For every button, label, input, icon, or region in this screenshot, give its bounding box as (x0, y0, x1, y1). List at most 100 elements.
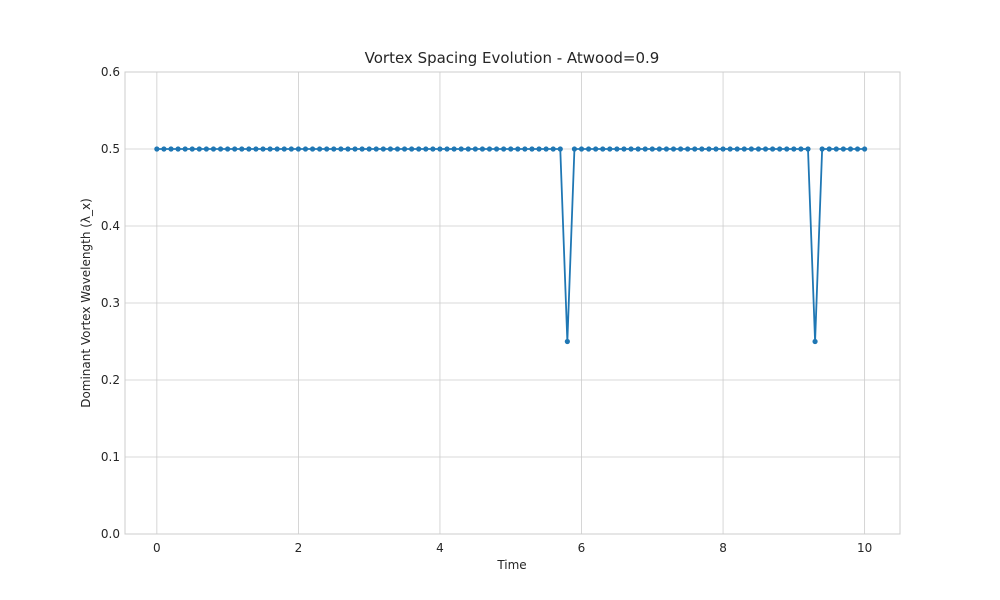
x-tick-label: 0 (153, 541, 161, 555)
data-point (189, 146, 195, 152)
data-point (819, 146, 825, 152)
data-point (777, 146, 783, 152)
x-axis-label: Time (496, 558, 526, 572)
data-point (182, 146, 188, 152)
data-point (161, 146, 167, 152)
data-point (564, 338, 570, 345)
data-point (762, 146, 769, 152)
data-point (416, 146, 422, 152)
data-point (281, 146, 287, 152)
data-point (239, 146, 245, 152)
x-tick-label: 4 (436, 541, 444, 555)
data-point (196, 146, 202, 152)
data-point (302, 146, 309, 152)
data-point (557, 146, 563, 152)
data-point (366, 146, 372, 152)
y-axis-label: Dominant Vortex Wavelength (λ_x) (79, 198, 93, 408)
data-point (345, 146, 351, 152)
data-point (253, 146, 259, 152)
y-tick-label: 0.4 (101, 219, 120, 233)
data-point (394, 146, 401, 152)
x-tick-label: 6 (578, 541, 586, 555)
data-point (784, 146, 790, 152)
data-point (642, 146, 648, 152)
data-point (295, 146, 302, 152)
data-point (380, 146, 386, 152)
data-point (663, 146, 670, 152)
data-point (232, 146, 238, 152)
data-point (217, 146, 224, 152)
data-point (770, 146, 776, 152)
data-point (267, 146, 273, 152)
data-point (515, 146, 521, 152)
data-point (692, 146, 698, 152)
data-point (833, 146, 839, 152)
y-tick-label: 0.1 (101, 450, 120, 464)
data-point (359, 146, 365, 152)
y-tick-label: 0.5 (101, 142, 120, 156)
data-point (522, 146, 528, 152)
series-line (156, 148, 865, 343)
data-point (862, 146, 868, 152)
data-point (210, 146, 217, 152)
data-point (373, 146, 379, 152)
data-point (706, 146, 712, 152)
data-point (670, 146, 677, 152)
data-point (175, 146, 181, 152)
data-point (486, 146, 493, 152)
data-point (529, 146, 535, 152)
data-point (246, 146, 252, 152)
data-point (585, 146, 592, 152)
data-point (168, 146, 174, 152)
data-point (465, 146, 471, 152)
data-point (493, 146, 500, 152)
data-point (430, 146, 436, 152)
data-point (826, 146, 832, 152)
data-point (501, 146, 507, 152)
data-point (748, 146, 754, 152)
chart-title: Vortex Spacing Evolution - Atwood=0.9 (365, 49, 660, 67)
data-point (812, 338, 818, 345)
data-point (401, 146, 408, 152)
data-point (317, 146, 323, 152)
series-line-group (154, 146, 868, 345)
data-point (699, 146, 705, 152)
data-point (508, 146, 514, 152)
data-point (423, 146, 429, 152)
data-point (840, 146, 846, 152)
data-point (324, 146, 330, 152)
data-point (685, 146, 691, 152)
data-point (677, 146, 684, 152)
data-point (225, 146, 231, 152)
data-point (550, 146, 556, 152)
data-point (854, 146, 861, 152)
data-point (154, 146, 160, 152)
data-point (437, 146, 443, 152)
data-point (593, 146, 599, 152)
x-tick-label: 8 (719, 541, 727, 555)
data-point (734, 146, 740, 152)
data-point (635, 146, 641, 152)
data-point (805, 146, 811, 152)
data-point (614, 146, 620, 152)
data-point (720, 146, 726, 152)
grid (125, 71, 900, 535)
data-point (472, 146, 478, 152)
data-point (387, 146, 394, 152)
y-tick-label: 0.6 (101, 65, 120, 79)
y-tick-label: 0.3 (101, 296, 120, 310)
data-point (755, 146, 762, 152)
data-point (656, 146, 662, 152)
data-point (543, 146, 549, 152)
data-point (791, 146, 797, 152)
data-point (600, 146, 606, 152)
data-point (352, 146, 358, 152)
data-point (479, 146, 486, 152)
data-point (444, 146, 450, 152)
data-point (847, 146, 854, 152)
data-point (571, 146, 578, 152)
x-tick-label: 2 (295, 541, 303, 555)
data-point (607, 146, 613, 152)
data-point (274, 146, 280, 152)
